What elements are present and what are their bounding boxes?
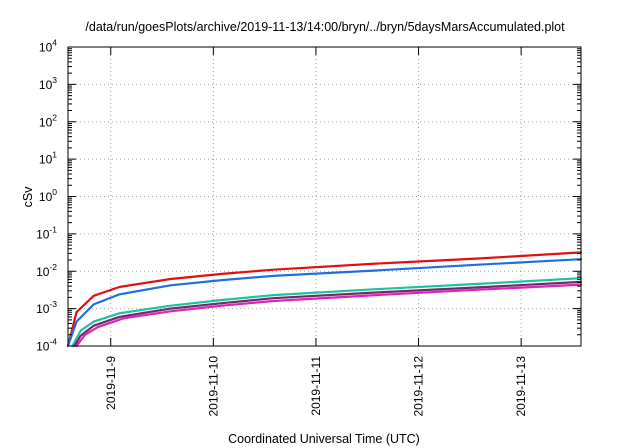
- x-tick-label: 2019-11-9: [104, 356, 118, 410]
- y-tick-exponent: -4: [49, 337, 57, 347]
- y-tick-label: 101: [39, 150, 57, 167]
- y-tick-base: 10: [39, 190, 53, 204]
- y-tick-label: 103: [39, 75, 57, 92]
- y-tick-label: 10-3: [36, 299, 57, 316]
- ticks: 10-410-310-210-11001011021031042019-11-9…: [36, 38, 581, 417]
- series-lines: [66, 251, 583, 348]
- y-tick-exponent: 2: [52, 112, 57, 122]
- series-line-4: [73, 280, 583, 348]
- series-line-2: [66, 258, 583, 348]
- series-line-1: [66, 251, 583, 348]
- y-tick-exponent: 3: [52, 75, 57, 85]
- y-tick-base: 10: [36, 265, 50, 279]
- x-tick-label: 2019-11-12: [412, 356, 426, 417]
- y-tick-base: 10: [39, 153, 53, 167]
- x-tick-label: 2019-11-11: [309, 356, 323, 416]
- y-tick-exponent: 1: [52, 150, 57, 160]
- y-tick-exponent: -1: [49, 224, 57, 234]
- y-tick-label: 100: [39, 187, 57, 204]
- x-axis-label: Coordinated Universal Time (UTC): [228, 432, 420, 446]
- y-tick-base: 10: [36, 302, 50, 316]
- x-tick-label: 2019-11-10: [206, 356, 220, 417]
- y-axis-label: cSv: [21, 186, 35, 208]
- y-tick-exponent: 0: [52, 187, 57, 197]
- y-tick-base: 10: [39, 78, 53, 92]
- x-tick-label: 2019-11-13: [514, 356, 528, 417]
- y-tick-label: 10-2: [36, 262, 57, 279]
- y-tick-label: 10-1: [36, 224, 57, 241]
- y-tick-label: 102: [39, 112, 57, 129]
- series-line-5: [75, 283, 583, 348]
- y-tick-base: 10: [39, 115, 53, 129]
- y-tick-base: 10: [36, 227, 50, 241]
- grid: [68, 47, 581, 346]
- y-tick-exponent: -3: [49, 299, 57, 309]
- y-tick-exponent: 4: [52, 38, 57, 48]
- y-tick-base: 10: [39, 41, 53, 55]
- chart-title: /data/run/goesPlots/archive/2019-11-13/1…: [85, 20, 565, 34]
- y-tick-exponent: -2: [49, 262, 57, 272]
- y-tick-label: 10-4: [36, 337, 57, 354]
- y-tick-base: 10: [36, 340, 50, 354]
- y-tick-label: 104: [39, 38, 57, 55]
- series-line-3: [71, 277, 583, 348]
